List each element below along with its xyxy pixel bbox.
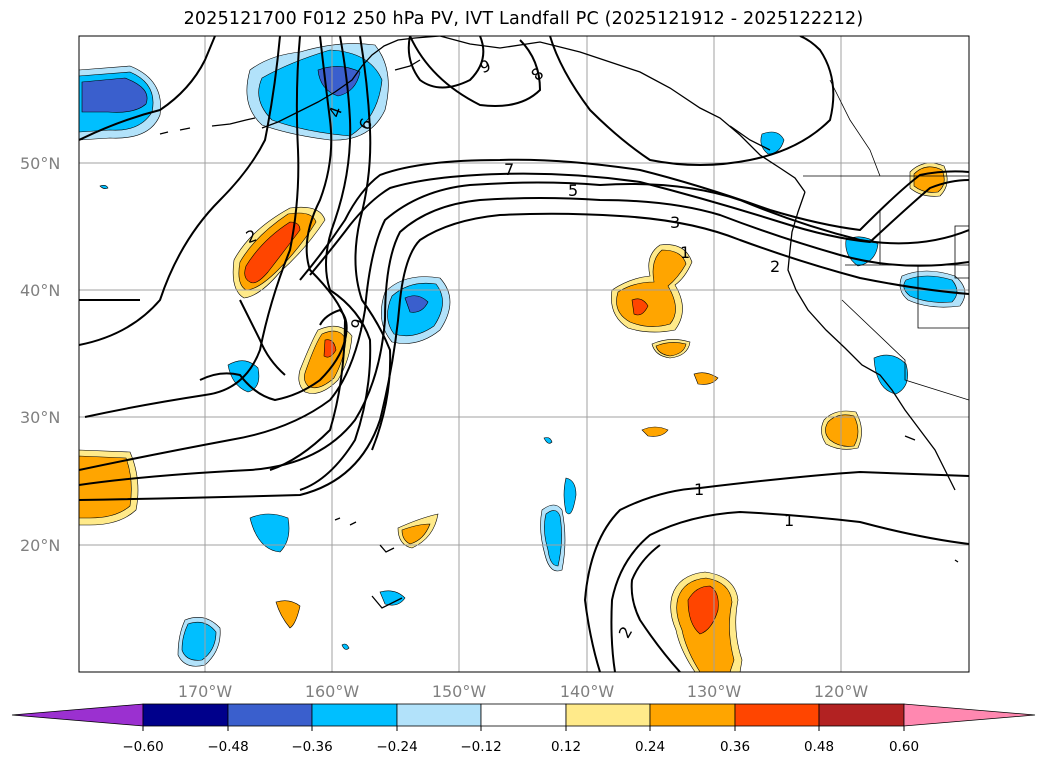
colorbar-tick-labels: −0.60 −0.48 −0.36 −0.24 −0.12 0.12 0.24 … [122,739,919,755]
colorbar-tick-label: −0.24 [376,739,417,755]
map-plot-area: 9 8 4 6 7 5 3 1 2 2 9 1 1 2 [79,36,969,672]
latitude-labels: 50°N 40°N 30°N 20°N [20,154,60,555]
colorbar-swatch [311,703,398,727]
contour-label: 2 [770,257,780,276]
lon-label-130w: 130°W [687,682,742,701]
lon-label-120w: 120°W [814,682,869,701]
contour-label: 1 [784,511,794,530]
colorbar-under-triangle [11,703,144,727]
colorbar-tick-label: −0.48 [207,739,248,755]
lon-label-140w: 140°W [560,682,615,701]
graticule [79,36,969,672]
lat-label-40: 40°N [20,281,60,300]
colorbar-swatch [818,703,905,727]
colorbar-swatch [649,703,736,727]
colorbar-swatch [142,703,229,727]
colorbar-over-triangle [903,703,1036,727]
longitude-labels: 170°W 160°W 150°W 140°W 130°W 120°W [178,682,869,701]
contour-label: 5 [568,181,578,200]
pv-contours [79,36,969,672]
colorbar-swatch [227,703,313,727]
colorbar-tick-label: 0.12 [551,739,581,755]
colorbar-ticks [142,726,905,731]
lat-label-20: 20°N [20,536,60,555]
contour-label: 1 [680,243,690,262]
lon-label-160w: 160°W [305,682,360,701]
lon-label-170w: 170°W [178,682,233,701]
colorbar-swatch [480,703,567,727]
colorbar-tick-label: −0.60 [122,739,163,755]
colorbar-tick-label: −0.12 [460,739,501,755]
colorbar-tick-label: 0.24 [635,739,665,755]
contour-label: 3 [670,213,680,232]
colorbar-swatch [565,703,651,727]
contour-label: 1 [694,480,704,499]
coastlines [159,36,959,609]
lat-label-50: 50°N [20,154,60,173]
colorbar-swatch [396,703,482,727]
contour-label: 7 [504,160,514,179]
figure-title: 2025121700 F012 250 hPa PV, IVT Landfall… [183,9,864,29]
lon-label-150w: 150°W [432,682,487,701]
colorbar-tick-label: 0.60 [889,739,919,755]
colorbar-tick-label: 0.36 [720,739,750,755]
map-frame [78,35,970,673]
colorbar [11,703,1036,727]
colorbar-swatch [734,703,820,727]
colorbar-tick-label: 0.48 [804,739,834,755]
lat-label-30: 30°N [20,408,60,427]
colorbar-tick-label: −0.36 [291,739,332,755]
